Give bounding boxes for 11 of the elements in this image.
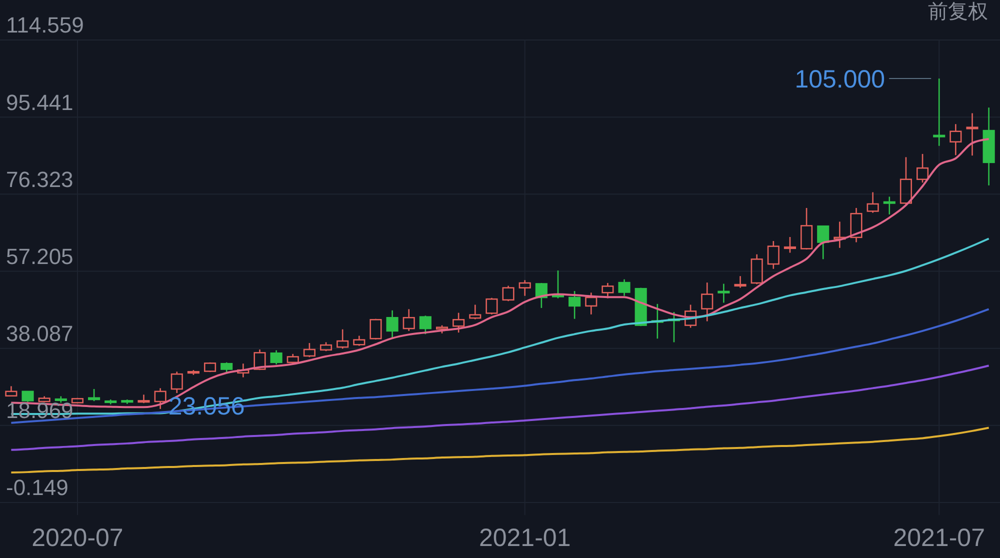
y-tick-label: 114.559 [6, 12, 84, 38]
x-tick-label: 2020-07 [32, 524, 124, 552]
x-tick-label: 2021-01 [478, 524, 571, 552]
annotation: 105.000 [794, 65, 886, 94]
y-tick-label: 38.087 [6, 321, 74, 346]
y-tick-label: 95.441 [6, 90, 74, 115]
y-tick-label: 76.323 [6, 166, 74, 192]
x-tick-label: 2021-07 [893, 524, 985, 552]
y-tick-label: -0.149 [6, 475, 68, 500]
y-tick-label: 57.205 [6, 244, 74, 269]
text: 前复权 [928, 0, 988, 23]
